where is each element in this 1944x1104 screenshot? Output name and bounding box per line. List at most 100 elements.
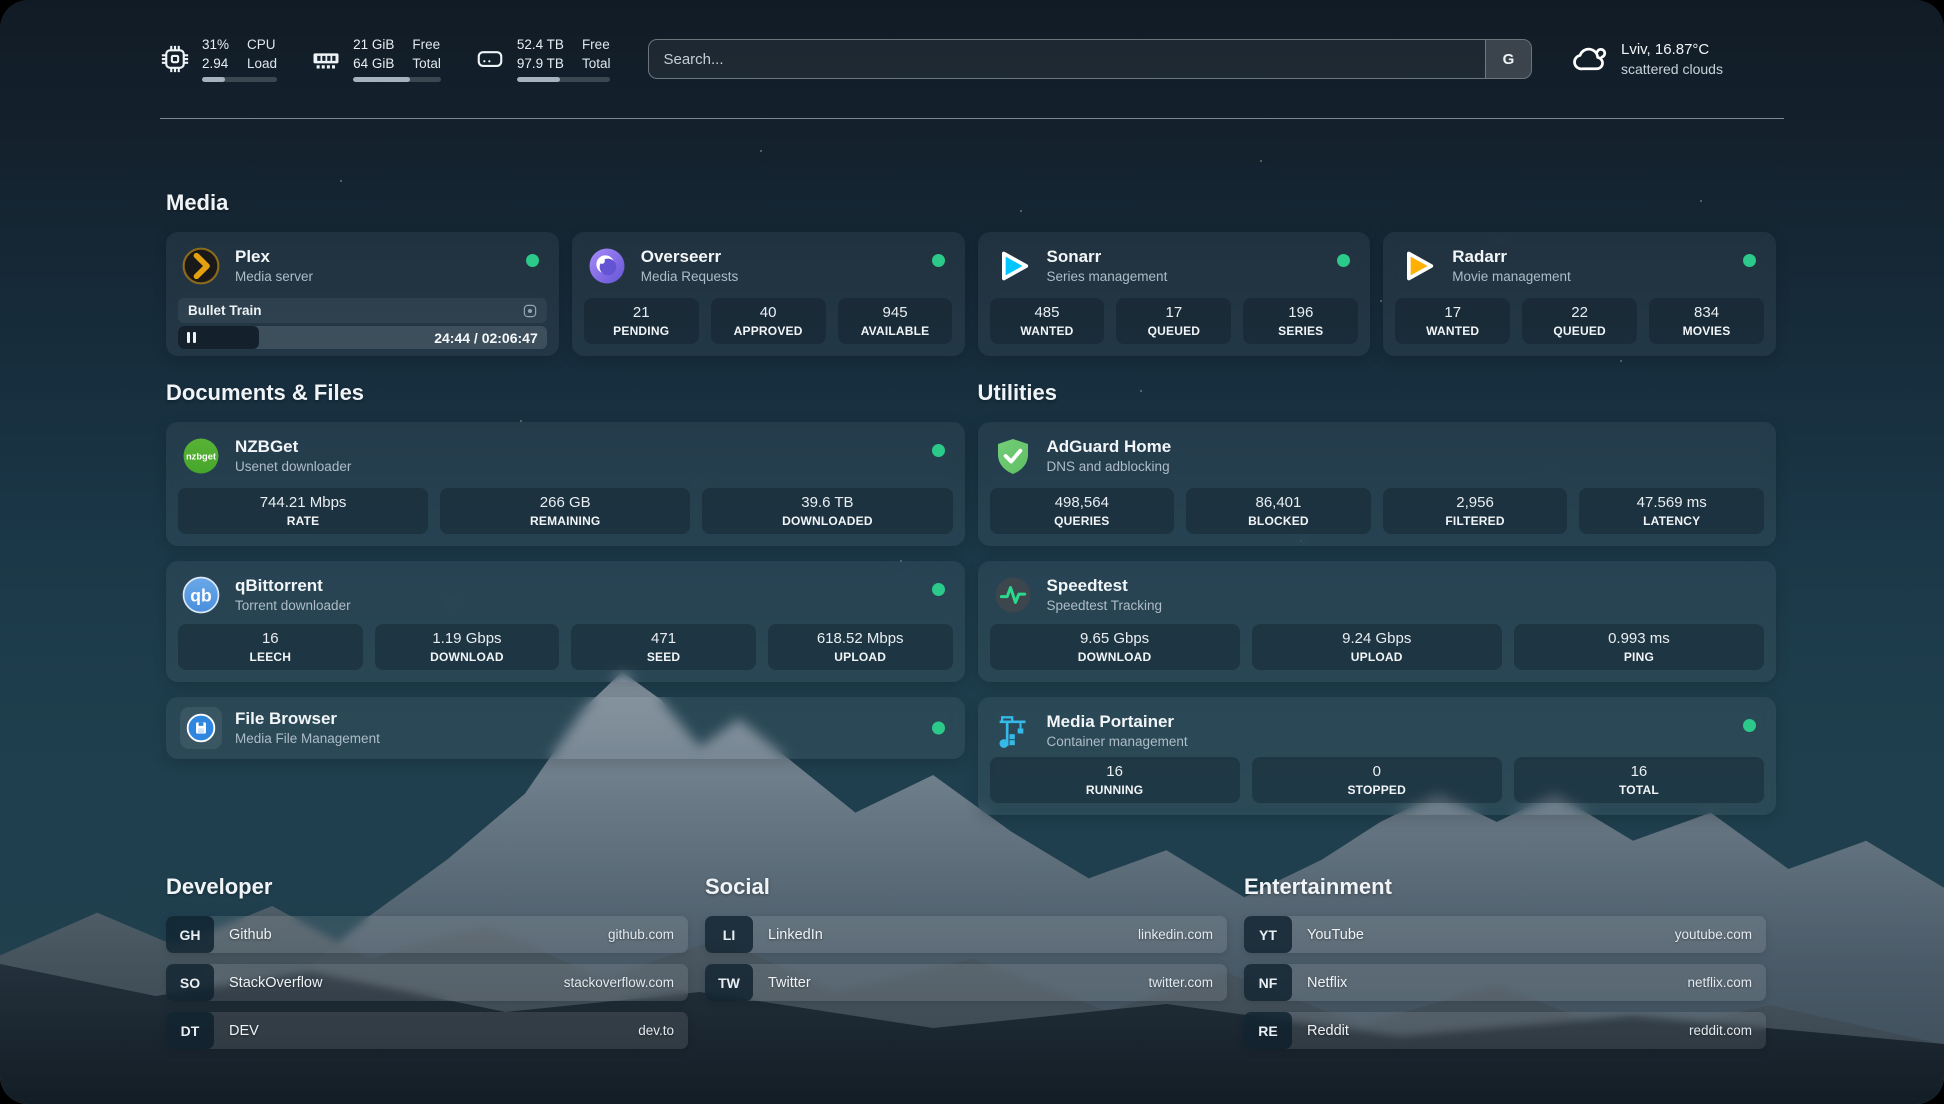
status-online-dot xyxy=(931,254,945,267)
stat-value: 21 xyxy=(632,303,650,321)
svg-text:qb: qb xyxy=(190,585,211,605)
stat-value: 16 xyxy=(261,629,279,647)
stat-label: RUNNING xyxy=(1085,782,1144,797)
search-input[interactable] xyxy=(649,40,1485,78)
stat-value: 618.52 Mbps xyxy=(816,629,904,647)
system-stat-disk: 52.4 TB 97.9 TB Free Total xyxy=(475,36,611,83)
bookmark-tag: RE xyxy=(1244,1012,1292,1049)
search-bar[interactable]: G xyxy=(648,39,1532,79)
stat-box-filtered: 2,956 FILTERED xyxy=(1382,488,1568,534)
status-online-dot xyxy=(525,254,539,267)
bookmark-netflix[interactable]: NF Netflix netflix.com xyxy=(1244,964,1766,1001)
social-links: LI LinkedIn linkedin.com TW Twitter twitter.c… xyxy=(705,916,1227,1001)
bookmark-tag: SO xyxy=(166,964,214,1001)
system-stat-label: Free xyxy=(581,36,610,52)
stat-box-upload: 618.52 Mbps UPLOAD xyxy=(767,624,953,670)
stat-value: 16 xyxy=(1630,762,1648,780)
svg-text:nzbget: nzbget xyxy=(186,451,216,461)
app-card-plex[interactable]: Plex Media server Bullet Train 24:44 / 02:0… xyxy=(166,232,559,356)
status-online-dot xyxy=(1743,719,1756,732)
pause-icon[interactable] xyxy=(187,332,196,343)
app-card-file-browser[interactable]: File Browser Media File Management xyxy=(166,697,965,759)
status-online-dot xyxy=(1743,254,1756,267)
bookmark-name: DEV xyxy=(229,1022,259,1039)
app-card-sonarr[interactable]: Sonarr Series management 485 WANTED 17 QUEUED… xyxy=(977,232,1371,356)
now-playing-type-icon xyxy=(521,302,539,320)
now-playing-played-segment[interactable] xyxy=(178,326,259,349)
app-subtitle: Media server xyxy=(235,269,314,285)
stat-label: QUEUED xyxy=(1147,323,1201,338)
snow-specks xyxy=(0,0,2,2)
bookmark-linkedin[interactable]: LI LinkedIn linkedin.com xyxy=(705,916,1227,953)
stat-value: 47.569 ms xyxy=(1636,493,1707,511)
bookmark-name: Netflix xyxy=(1307,974,1348,991)
speedtest-icon xyxy=(992,574,1034,616)
section-title-developer: Developer xyxy=(166,874,273,899)
app-card-header: AdGuard Home DNS and adblocking xyxy=(992,435,1763,477)
bookmark-youtube[interactable]: YT YouTube youtube.com xyxy=(1244,916,1766,953)
stat-box-movies: 834 MOVIES xyxy=(1649,298,1764,344)
bookmark-twitter[interactable]: TW Twitter twitter.com xyxy=(705,964,1227,1001)
bookmark-reddit[interactable]: RE Reddit reddit.com xyxy=(1244,1012,1766,1049)
app-subtitle: Media File Management xyxy=(235,731,380,747)
bookmark-stackoverflow[interactable]: SO StackOverflow stackoverflow.com xyxy=(166,964,688,1001)
bookmark-name: Reddit xyxy=(1307,1022,1349,1039)
app-card-media-portainer[interactable]: Media Portainer Container management 16 RUN… xyxy=(977,697,1776,815)
weather-condition: scattered clouds xyxy=(1621,61,1723,78)
stat-value: 945 xyxy=(882,303,908,321)
system-stat-value: 52.4 TB xyxy=(516,36,564,52)
system-stat-label: Free xyxy=(412,36,441,52)
stat-box-leech: 16 LEECH xyxy=(178,624,363,670)
bookmark-dev[interactable]: DT DEV dev.to xyxy=(166,1012,688,1049)
app-card-titles: Overseerr Media Requests xyxy=(641,246,739,286)
system-stat-columns: 31% 2.94 CPU Load xyxy=(202,36,277,74)
stat-box-approved: 40 APPROVED xyxy=(710,298,826,344)
stat-label: LATENCY xyxy=(1643,513,1701,528)
bookmark-name: StackOverflow xyxy=(229,974,323,991)
app-card-overseerr[interactable]: Overseerr Media Requests 21 PENDING 40 APPROV… xyxy=(571,232,965,356)
stat-box-wanted: 485 WANTED xyxy=(989,298,1105,344)
system-stat-cpu: 31% 2.94 CPU Load xyxy=(160,36,278,83)
app-name: AdGuard Home xyxy=(1046,437,1172,457)
status-online-dot xyxy=(1337,254,1351,267)
app-name: Overseerr xyxy=(640,247,722,267)
app-name: Radarr xyxy=(1452,247,1508,267)
system-stat-columns: 52.4 TB 97.9 TB Free Total xyxy=(517,36,611,74)
app-card-header: Speedtest Speedtest Tracking xyxy=(992,574,1763,616)
stat-box-seed: 471 SEED xyxy=(571,624,756,670)
app-stats-row: 9.65 Gbps DOWNLOAD 9.24 Gbps UPLOAD 0.993 ms… xyxy=(989,624,1764,670)
system-stat-memory: 21 GiB 64 GiB Free Total xyxy=(311,36,441,83)
app-card-qbittorrent[interactable]: qb qBittorrent Torrent downloader 16 LEECH 1.… xyxy=(166,561,965,682)
app-card-nzbget[interactable]: nzbget NZBGet Usenet downloader 744.21 Mbps… xyxy=(166,422,965,546)
header-bar: 31% 2.94 CPU Load 21 GiB 64 GiB Free Total 52.4 … xyxy=(160,30,1784,88)
app-card-titles: Media Portainer Container management xyxy=(1047,711,1188,751)
stat-value: 17 xyxy=(1165,303,1183,321)
stat-value: 40 xyxy=(759,303,777,321)
overseerr-icon xyxy=(586,245,628,287)
stat-box-running: 16 RUNNING xyxy=(989,757,1240,803)
stat-value: 0 xyxy=(1372,762,1381,780)
app-card-radarr[interactable]: Radarr Movie management 17 WANTED 22 QUEUED 83… xyxy=(1383,232,1776,356)
app-card-titles: File Browser Media File Management xyxy=(235,708,380,748)
section-title-utilities: Utilities xyxy=(977,380,1057,405)
system-stat-progress-fill xyxy=(202,77,226,83)
bookmark-name: LinkedIn xyxy=(768,926,823,943)
app-subtitle: Usenet downloader xyxy=(235,459,352,475)
bookmark-url: reddit.com xyxy=(1688,1023,1752,1038)
section-title-entertainment: Entertainment xyxy=(1244,874,1392,899)
search-engine-button[interactable]: G xyxy=(1485,40,1531,78)
app-subtitle: DNS and adblocking xyxy=(1046,459,1170,475)
stat-box-download: 1.19 Gbps DOWNLOAD xyxy=(374,624,560,670)
section-title-social: Social xyxy=(705,874,770,899)
stat-label: PING xyxy=(1623,649,1654,664)
bookmark-tag: DT xyxy=(166,1012,214,1049)
stat-label: RATE xyxy=(286,513,320,528)
system-stat-progressbar xyxy=(516,77,611,83)
stat-box-pending: 21 PENDING xyxy=(583,298,699,344)
bookmark-github[interactable]: GH Github github.com xyxy=(166,916,688,953)
system-stat-labels: CPU Load xyxy=(247,36,277,74)
app-card-adguard-home[interactable]: AdGuard Home DNS and adblocking 498,564 QUE… xyxy=(977,422,1776,546)
app-card-speedtest[interactable]: Speedtest Speedtest Tracking 9.65 Gbps DOWN… xyxy=(977,561,1776,682)
stat-label: DOWNLOAD xyxy=(1077,649,1152,664)
